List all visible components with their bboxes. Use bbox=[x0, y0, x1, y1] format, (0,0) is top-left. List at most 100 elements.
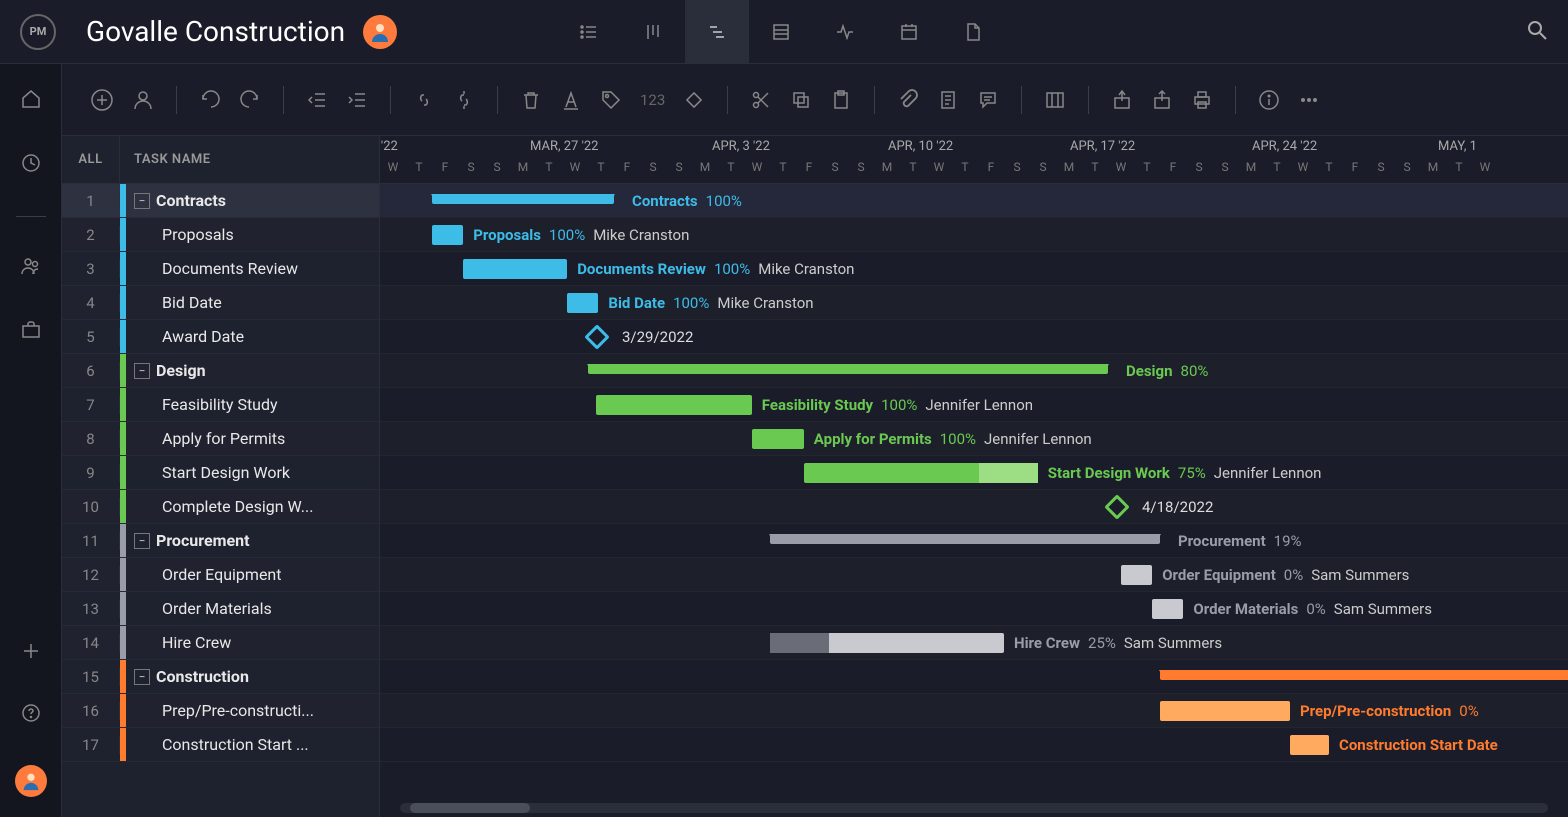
search-button[interactable] bbox=[1526, 19, 1548, 45]
task-bar[interactable] bbox=[596, 395, 752, 415]
tool-columns[interactable] bbox=[1044, 89, 1066, 111]
tool-outdent[interactable] bbox=[306, 89, 328, 111]
task-bar[interactable] bbox=[432, 225, 463, 245]
task-row[interactable]: 14 Hire Crew bbox=[62, 626, 379, 660]
nav-help[interactable] bbox=[21, 703, 41, 727]
tool-unlink[interactable] bbox=[453, 89, 475, 111]
gantt-row[interactable]: Start Design Work 75%Jennifer Lennon bbox=[380, 456, 1568, 490]
tool-copy[interactable] bbox=[790, 89, 812, 111]
nav-portfolio[interactable] bbox=[20, 319, 42, 345]
task-row[interactable]: 6 − Design bbox=[62, 354, 379, 388]
user-avatar[interactable] bbox=[15, 765, 47, 797]
task-row[interactable]: 13 Order Materials bbox=[62, 592, 379, 626]
collapse-toggle[interactable]: − bbox=[134, 669, 150, 685]
collapse-toggle[interactable]: − bbox=[134, 533, 150, 549]
app-logo[interactable]: PM bbox=[20, 14, 56, 50]
summary-bar[interactable] bbox=[1160, 670, 1568, 680]
summary-bar[interactable] bbox=[588, 364, 1108, 374]
task-row[interactable]: 4 Bid Date bbox=[62, 286, 379, 320]
tool-more[interactable] bbox=[1298, 89, 1320, 111]
summary-bar[interactable] bbox=[432, 194, 614, 204]
view-tab-board[interactable] bbox=[621, 0, 685, 64]
tool-info[interactable] bbox=[1258, 89, 1280, 111]
collapse-toggle[interactable]: − bbox=[134, 193, 150, 209]
task-bar[interactable] bbox=[1290, 735, 1329, 755]
tool-notes[interactable] bbox=[937, 89, 959, 111]
nav-time[interactable] bbox=[20, 152, 42, 178]
gantt-row[interactable]: Documents Review 100%Mike Cranston bbox=[380, 252, 1568, 286]
task-row[interactable]: 15 − Construction bbox=[62, 660, 379, 694]
gantt-body[interactable]: Contracts 100%Proposals 100%Mike Cransto… bbox=[380, 184, 1568, 762]
gantt-chart[interactable]: 3, 20 '22MAR, 27 '22APR, 3 '22APR, 10 '2… bbox=[380, 136, 1568, 817]
tool-paste[interactable] bbox=[830, 89, 852, 111]
gantt-row[interactable]: Design 80% bbox=[380, 354, 1568, 388]
tool-comment[interactable] bbox=[977, 89, 999, 111]
tool-attach[interactable] bbox=[897, 89, 919, 111]
task-row[interactable]: 9 Start Design Work bbox=[62, 456, 379, 490]
milestone-marker[interactable] bbox=[584, 324, 609, 349]
task-row[interactable]: 17 Construction Start ... bbox=[62, 728, 379, 762]
view-tab-calendar[interactable] bbox=[877, 0, 941, 64]
task-bar[interactable] bbox=[1152, 599, 1183, 619]
view-tab-activity[interactable] bbox=[813, 0, 877, 64]
nav-home[interactable] bbox=[20, 88, 42, 114]
task-row[interactable]: 7 Feasibility Study bbox=[62, 388, 379, 422]
nav-add[interactable] bbox=[21, 641, 41, 665]
tool-redo[interactable] bbox=[239, 89, 261, 111]
tool-delete[interactable] bbox=[520, 89, 542, 111]
gantt-row[interactable] bbox=[380, 660, 1568, 694]
tool-cut[interactable] bbox=[750, 89, 772, 111]
gantt-row[interactable]: Hire Crew 25%Sam Summers bbox=[380, 626, 1568, 660]
summary-bar[interactable] bbox=[770, 534, 1160, 544]
tool-font[interactable] bbox=[560, 89, 582, 111]
view-tab-gantt[interactable] bbox=[685, 0, 749, 64]
task-row[interactable]: 3 Documents Review bbox=[62, 252, 379, 286]
gantt-row[interactable]: Proposals 100%Mike Cranston bbox=[380, 218, 1568, 252]
task-bar[interactable] bbox=[567, 293, 598, 313]
task-row[interactable]: 2 Proposals bbox=[62, 218, 379, 252]
column-task-name[interactable]: TASK NAME bbox=[120, 136, 211, 184]
tool-number[interactable]: 123 bbox=[640, 91, 665, 109]
nav-team[interactable] bbox=[20, 255, 42, 281]
tool-color[interactable] bbox=[600, 89, 622, 111]
view-tab-list[interactable] bbox=[557, 0, 621, 64]
gantt-row[interactable]: Order Equipment 0%Sam Summers bbox=[380, 558, 1568, 592]
tool-print[interactable] bbox=[1191, 89, 1213, 111]
task-row[interactable]: 1 − Contracts bbox=[62, 184, 379, 218]
collapse-toggle[interactable]: − bbox=[134, 363, 150, 379]
gantt-row[interactable]: Feasibility Study 100%Jennifer Lennon bbox=[380, 388, 1568, 422]
task-bar[interactable] bbox=[770, 633, 1004, 653]
milestone-marker[interactable] bbox=[1104, 494, 1129, 519]
task-bar[interactable] bbox=[804, 463, 1038, 483]
gantt-row[interactable]: Order Materials 0%Sam Summers bbox=[380, 592, 1568, 626]
task-bar[interactable] bbox=[752, 429, 804, 449]
gantt-row[interactable]: Prep/Pre-construction 0% bbox=[380, 694, 1568, 728]
tool-add[interactable] bbox=[90, 88, 114, 112]
tool-link[interactable] bbox=[413, 89, 435, 111]
gantt-row[interactable]: Construction Start Date bbox=[380, 728, 1568, 762]
view-tab-files[interactable] bbox=[941, 0, 1005, 64]
column-all[interactable]: ALL bbox=[62, 136, 120, 184]
gantt-row[interactable]: Contracts 100% bbox=[380, 184, 1568, 218]
task-row[interactable]: 5 Award Date bbox=[62, 320, 379, 354]
tool-indent[interactable] bbox=[346, 89, 368, 111]
horizontal-scrollbar[interactable] bbox=[400, 803, 1548, 813]
scrollbar-thumb[interactable] bbox=[410, 803, 530, 813]
task-row[interactable]: 16 Prep/Pre-constructi... bbox=[62, 694, 379, 728]
tool-undo[interactable] bbox=[199, 89, 221, 111]
task-bar[interactable] bbox=[1160, 701, 1290, 721]
project-avatar[interactable] bbox=[363, 15, 397, 49]
gantt-row[interactable]: Bid Date 100%Mike Cranston bbox=[380, 286, 1568, 320]
tool-milestone[interactable] bbox=[683, 89, 705, 111]
task-row[interactable]: 11 − Procurement bbox=[62, 524, 379, 558]
view-tab-sheet[interactable] bbox=[749, 0, 813, 64]
gantt-row[interactable]: 3/29/2022 bbox=[380, 320, 1568, 354]
tool-assign[interactable] bbox=[132, 89, 154, 111]
task-row[interactable]: 12 Order Equipment bbox=[62, 558, 379, 592]
tool-export[interactable] bbox=[1151, 89, 1173, 111]
task-row[interactable]: 10 Complete Design W... bbox=[62, 490, 379, 524]
task-row[interactable]: 8 Apply for Permits bbox=[62, 422, 379, 456]
gantt-row[interactable]: 4/18/2022 bbox=[380, 490, 1568, 524]
task-bar[interactable] bbox=[463, 259, 567, 279]
gantt-row[interactable]: Procurement 19% bbox=[380, 524, 1568, 558]
